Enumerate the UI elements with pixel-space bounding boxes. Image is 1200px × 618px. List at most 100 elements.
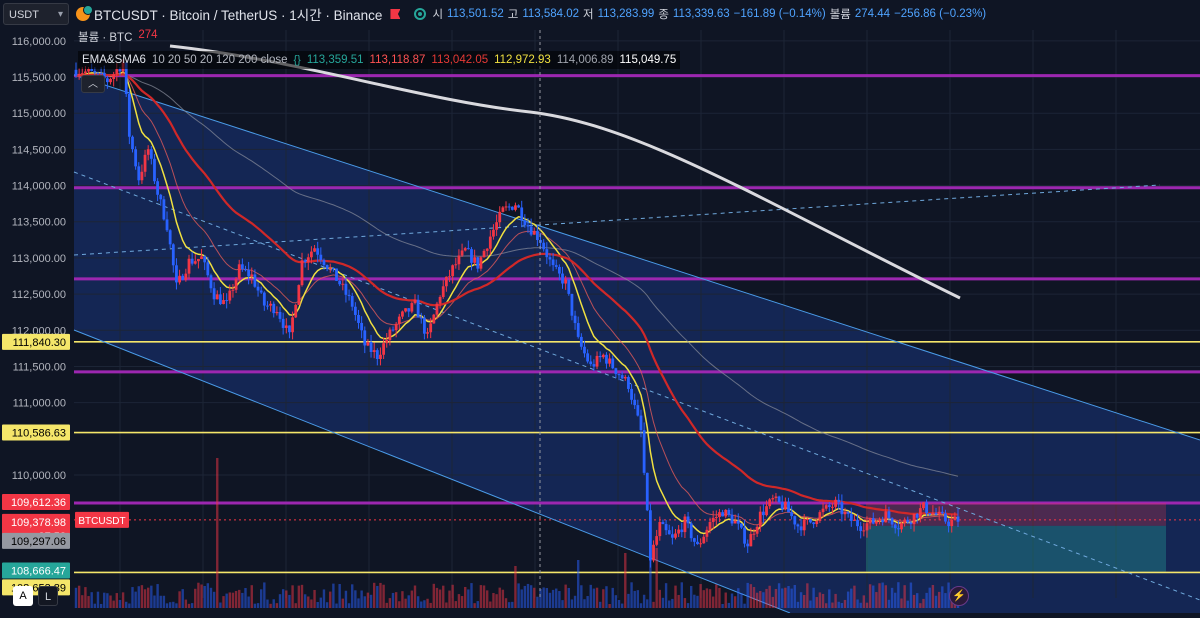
volume-bar [806, 583, 809, 608]
price-tick-label: 116,000.00 [12, 36, 66, 48]
candle-body [686, 516, 690, 524]
volume-bar [394, 592, 398, 608]
candle-body [614, 368, 618, 375]
candle-body [934, 512, 938, 515]
candle-body [755, 526, 759, 534]
candle-body [181, 275, 185, 280]
volume-bar [919, 603, 922, 608]
volume-bar [125, 601, 128, 608]
volume-bar [690, 585, 693, 608]
auto-scale-button[interactable]: A [13, 586, 33, 606]
volume-bar [551, 589, 555, 608]
price-label-text: 109,378.98 [11, 517, 66, 529]
volume-bar [737, 588, 740, 608]
log-scale-button[interactable]: L [38, 586, 58, 606]
volume-bar [504, 598, 508, 608]
candle-body [504, 206, 508, 208]
indicator-params: 10 20 50 20 120 200 close [151, 54, 288, 66]
volume-bar [416, 596, 420, 608]
volume-bar [225, 593, 228, 608]
descending-channel [74, 75, 1200, 613]
candle-body [310, 251, 313, 258]
volume-bar [206, 583, 210, 608]
volume-bar [514, 566, 517, 608]
ema-120-line [76, 74, 959, 477]
volume-bar [777, 583, 781, 608]
chevron-down-icon: ▾ [57, 9, 63, 20]
candle-body [752, 533, 756, 535]
candle-body [849, 513, 853, 521]
collapse-legend-button[interactable]: ︿ [81, 75, 105, 93]
candle-body [871, 518, 875, 524]
candle-body [212, 288, 216, 300]
volume-bar [291, 585, 294, 608]
volume-bar [313, 589, 316, 608]
price-axis[interactable]: 116,000.00 115,500.00 115,000.00 114,500.00… [0, 28, 129, 613]
candle-body [77, 73, 81, 76]
candle-body [821, 508, 825, 513]
volume-bar [369, 594, 373, 608]
candle-body [84, 71, 87, 74]
candle-body [903, 519, 907, 524]
volume-bar [655, 548, 658, 608]
candle-body [922, 502, 925, 509]
candle-body [928, 513, 932, 515]
candle-body [363, 330, 367, 346]
volume-bar [740, 593, 743, 608]
ema-20-line [75, 72, 959, 526]
source-code-icon[interactable]: {} [293, 54, 301, 66]
volume-bar [903, 585, 906, 608]
candle-body [950, 519, 954, 527]
candle-body [262, 292, 266, 306]
candle-body [881, 519, 885, 523]
price-tick-label: 113,000.00 [12, 253, 66, 265]
lightning-icon[interactable]: ⚡ [949, 586, 969, 606]
candle-body [906, 519, 910, 523]
candle-body [507, 206, 511, 208]
volume-bar [636, 590, 640, 608]
volume-bar [937, 591, 941, 608]
candle-body [520, 207, 524, 221]
volume-bar [253, 603, 257, 608]
volume-bar [529, 585, 533, 608]
volume-bar [652, 601, 655, 608]
currency-selector[interactable]: USDT ▾ [3, 3, 69, 25]
candle-body [780, 502, 784, 510]
candle-body [586, 353, 590, 362]
candle-body [335, 268, 338, 281]
volume-bar [922, 598, 925, 608]
volume-bar [231, 592, 235, 608]
volume-bar [379, 582, 382, 608]
main-legend[interactable]: BTCUSDT · Bitcoin / TetherUS · 1시간 · Bin… [76, 3, 987, 25]
volume-bar [561, 600, 564, 608]
volume-bar [109, 595, 112, 608]
volume-bar [300, 584, 304, 608]
volume-legend[interactable]: 볼륨 · BTC 274 [78, 29, 158, 45]
volume-bar [802, 595, 806, 608]
ema-50-line [75, 73, 959, 516]
volume-pane-value: 274 [138, 29, 158, 41]
candle-body [724, 509, 728, 517]
volume-bar [153, 595, 156, 608]
candle-body [865, 523, 869, 531]
volume-bar [674, 585, 677, 608]
price-tick-label: 114,500.00 [12, 144, 66, 156]
volume-bar [564, 584, 567, 608]
volume-bar [856, 599, 859, 608]
volume-bar [103, 592, 106, 608]
candle-body [802, 519, 806, 531]
candle-body [859, 526, 863, 532]
candle-body [862, 530, 866, 532]
flag-icon[interactable] [390, 9, 401, 19]
market-status-icon [414, 8, 427, 20]
volume-bar [118, 599, 122, 608]
candle-body [677, 529, 681, 534]
candle-body [124, 62, 128, 95]
volume-bar [351, 584, 354, 608]
indicator-legend[interactable]: EMA&SMA6 10 20 50 20 120 200 close {} 11… [78, 51, 681, 69]
volume-bar [77, 585, 81, 608]
volume-bar [495, 594, 498, 608]
